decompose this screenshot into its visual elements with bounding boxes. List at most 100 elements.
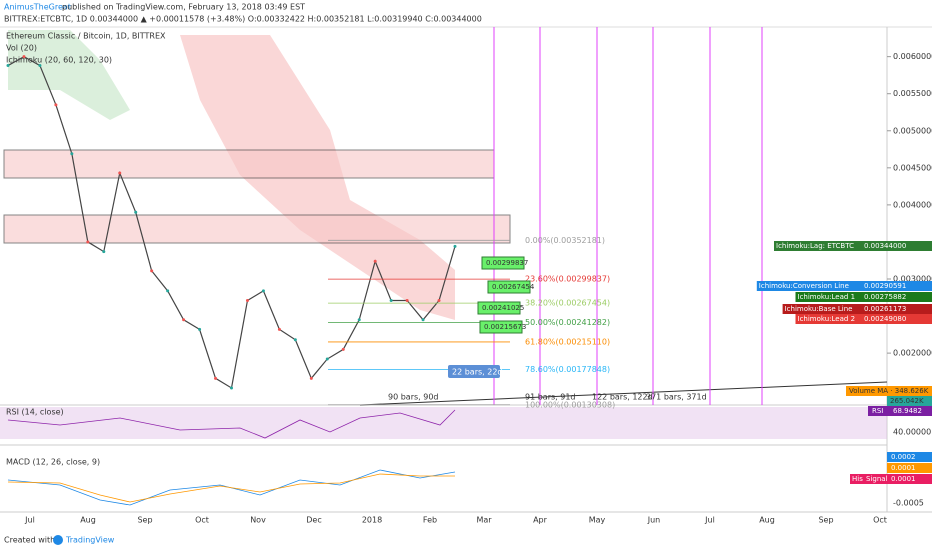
time-label: 2018 [362,516,382,525]
quote: BITTREX:ETCBTC, 1D 0.00344000 ▲ +0.00011… [4,15,482,24]
badge-value-bg [860,314,932,324]
badge-value: 0.00261173 [864,305,906,313]
fib-label: 100.00%(0.00130308) [525,400,615,409]
price-point [166,289,170,293]
volume-ma: Volume MA · 348.626K [849,387,929,395]
volume-ma-bg [846,386,932,396]
time-label: Nov [250,516,266,525]
badge-value-bg [860,241,932,251]
price-point [198,327,202,331]
price-tick-label: 0.00600000 [893,52,932,61]
time-label: Apr [533,516,548,525]
published: published on TradingView.com, February 1… [62,3,305,12]
rsi-value: 68.9482 [893,407,922,415]
badge-value: 0.00290591 [864,282,906,290]
price-tick-label: 0.00550000 [893,89,932,98]
macd-title: MACD (12, 26, close, 9) [6,458,100,467]
price-point [453,244,457,248]
price-point [341,347,345,351]
macd-tick: -0.0005 [893,499,924,508]
time-label: Aug [759,516,775,525]
time-label: Aug [80,516,96,525]
price-point [405,298,409,302]
callout-box [481,256,525,270]
price-tick-label: 0.00300000 [893,275,932,284]
time-label: Oct [195,516,209,525]
macd-badge-bg [887,463,932,473]
footer-brand[interactable]: TradingView [65,536,115,545]
price-tick-label: 0.00200000 [893,349,932,358]
footer-created: Created with [4,536,55,545]
callout-label: 0.00299837 [486,259,528,267]
badge-value-bg [860,292,932,302]
price-point [389,298,393,302]
price-point [325,357,329,361]
legend-entry: Ichimoku (20, 60, 120, 30) [6,56,112,65]
price-point [373,259,377,263]
macd-hist: His [852,475,863,483]
price-point [182,318,186,322]
callout-box [479,320,523,334]
price-point [102,250,106,254]
badge-label-bg [774,241,860,251]
legend-entry: Vol (20) [6,44,37,53]
macd-value: 0.0002 [891,453,916,461]
time-label: Oct [873,516,887,525]
badge-label: Ichimoku:Lead 2 [798,315,856,323]
bar-count: 122 bars, 122d [592,393,653,402]
price-point [261,289,265,293]
rsi-badge: RSI [872,407,883,415]
callout-box [477,301,521,315]
badge-label: Ichimoku:Lag: ETCBTC [776,242,854,250]
badge-label-bg [782,304,860,314]
time-label: Jul [704,516,715,525]
rsi-tick: 40.00000 [893,428,931,437]
fib-label: 50.00%(0.00241282) [525,318,610,327]
badge-value: 0.00249080 [864,315,906,323]
callout-label: 0.00215673 [484,323,526,331]
price-tick-label: 0.00400000 [893,200,932,209]
callout-label: 0.00241025 [482,304,524,312]
macd-line [7,469,456,506]
author[interactable]: AnimusTheGreat [4,3,71,12]
bar-count: 91 bars, 91d [525,393,576,402]
price-point [230,386,233,390]
callout-label: 0.00267454 [492,283,535,291]
volume-value: 265.042K [890,397,924,405]
badge-label: Ichimoku:Lead 1 [798,293,856,301]
price-point [357,318,361,322]
price-point [245,298,249,302]
macd-signal-bg [850,474,932,484]
badge-value-bg [860,281,932,291]
price-point [421,318,425,322]
badge-label: Ichimoku:Base Line [785,305,853,313]
time-label: Sep [137,516,152,525]
time-label: Jun [647,516,661,525]
callout-box [487,280,531,294]
range-label: 22 bars, 22d [452,368,503,377]
bar-count: 371 bars, 371d [646,393,707,402]
rsi-badge-bg [868,406,932,416]
price-point [118,171,122,175]
badge-label-bg [756,281,860,291]
macd-badge-bg [887,452,932,462]
macd-signal: Signal [866,475,888,483]
range-box [448,365,500,378]
price-tick-label: 0.00450000 [893,163,932,172]
price-point [277,327,281,331]
rsi-title: RSI (14, close) [6,408,64,417]
price-point [293,338,297,342]
price-point [134,210,138,214]
price-point [38,64,42,68]
signal-line [7,473,455,503]
price-point [437,298,441,302]
badge-value: 0.00344000 [864,242,906,250]
badge-label-bg [795,292,860,302]
fib-label: 23.60%(0.00299837) [525,275,610,284]
time-label: Sep [818,516,833,525]
badge-value-bg [860,304,932,314]
time-label: Feb [423,516,437,525]
time-label: Dec [306,516,321,525]
